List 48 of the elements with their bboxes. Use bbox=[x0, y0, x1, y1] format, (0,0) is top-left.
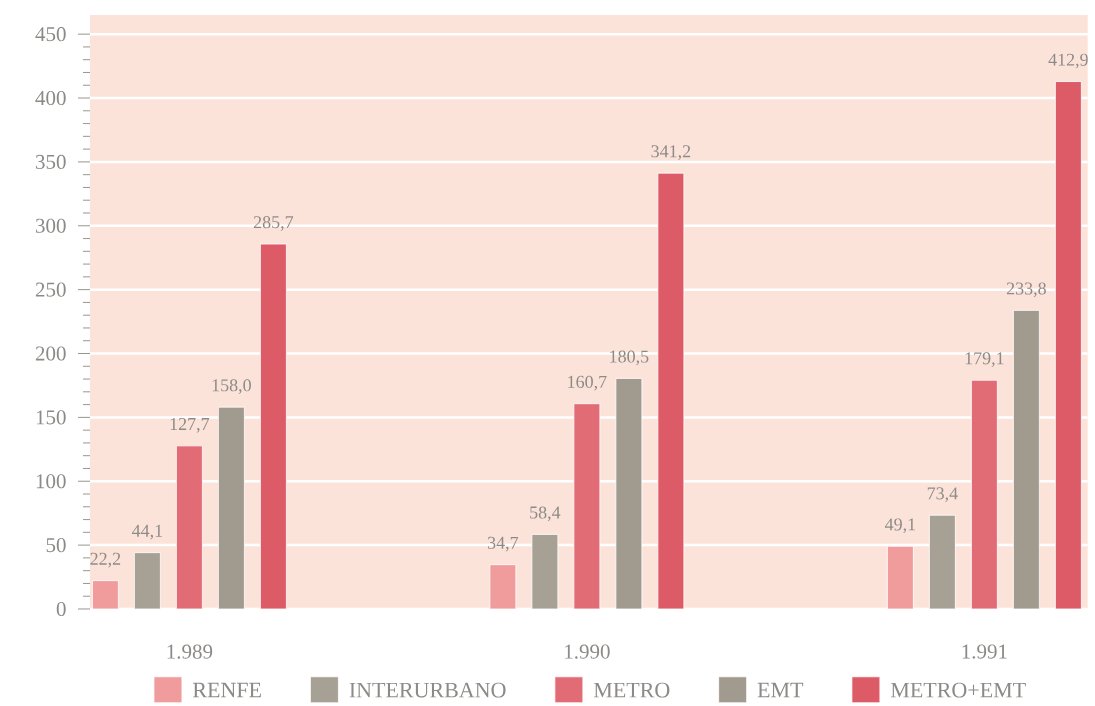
bar bbox=[1054, 81, 1082, 609]
bar bbox=[91, 580, 119, 609]
y-tick-label: 0 bbox=[56, 601, 66, 617]
data-label: 127,7 bbox=[170, 417, 210, 433]
bar bbox=[615, 378, 643, 609]
data-label: 412,9 bbox=[1048, 53, 1088, 69]
data-label: 179,1 bbox=[965, 352, 1004, 368]
y-tick-label: 150 bbox=[36, 410, 66, 425]
data-label: 49,1 bbox=[884, 518, 916, 534]
legend-label: INTERURBANO bbox=[349, 682, 506, 698]
y-tick-label: 50 bbox=[46, 538, 66, 553]
data-label: 233,8 bbox=[1006, 282, 1046, 298]
bar bbox=[175, 445, 203, 609]
bar bbox=[531, 533, 559, 609]
y-tick-label: 300 bbox=[35, 218, 66, 233]
bar bbox=[970, 379, 998, 609]
legend-label: METRO+EMT bbox=[890, 682, 1026, 698]
y-tick-label: 450 bbox=[35, 27, 66, 42]
bar bbox=[573, 403, 601, 609]
data-label: 22,2 bbox=[90, 552, 121, 568]
bar bbox=[886, 545, 914, 609]
legend-label: RENFE bbox=[192, 682, 261, 698]
data-label: 73,4 bbox=[927, 487, 958, 503]
y-tick-label: 350 bbox=[35, 154, 66, 169]
data-label: 58,4 bbox=[530, 506, 561, 522]
bar bbox=[1012, 309, 1040, 609]
data-label: 160,7 bbox=[568, 375, 607, 391]
y-tick-label: 100 bbox=[36, 474, 66, 489]
y-tick-label: 250 bbox=[35, 282, 66, 297]
bar bbox=[217, 406, 245, 609]
legend-label: METRO bbox=[593, 682, 670, 698]
data-label: 285,7 bbox=[253, 216, 294, 231]
data-label: 44,1 bbox=[131, 524, 163, 540]
data-label: 180,5 bbox=[610, 350, 649, 366]
data-label: 341,2 bbox=[651, 145, 691, 160]
bar bbox=[489, 564, 517, 609]
legend-label: EMT bbox=[757, 682, 804, 698]
x-tick-label: 1.991 bbox=[962, 644, 1007, 659]
x-tick-label: 1.989 bbox=[167, 644, 213, 659]
y-tick-label: 400 bbox=[35, 90, 66, 106]
bar bbox=[928, 514, 956, 609]
bar bbox=[133, 552, 161, 609]
bar bbox=[259, 243, 287, 609]
data-label: 34,7 bbox=[487, 536, 519, 552]
x-tick-label: 1.990 bbox=[565, 644, 610, 659]
data-label: 158,0 bbox=[212, 379, 251, 394]
bar bbox=[657, 172, 685, 609]
y-tick-label: 200 bbox=[35, 346, 66, 361]
